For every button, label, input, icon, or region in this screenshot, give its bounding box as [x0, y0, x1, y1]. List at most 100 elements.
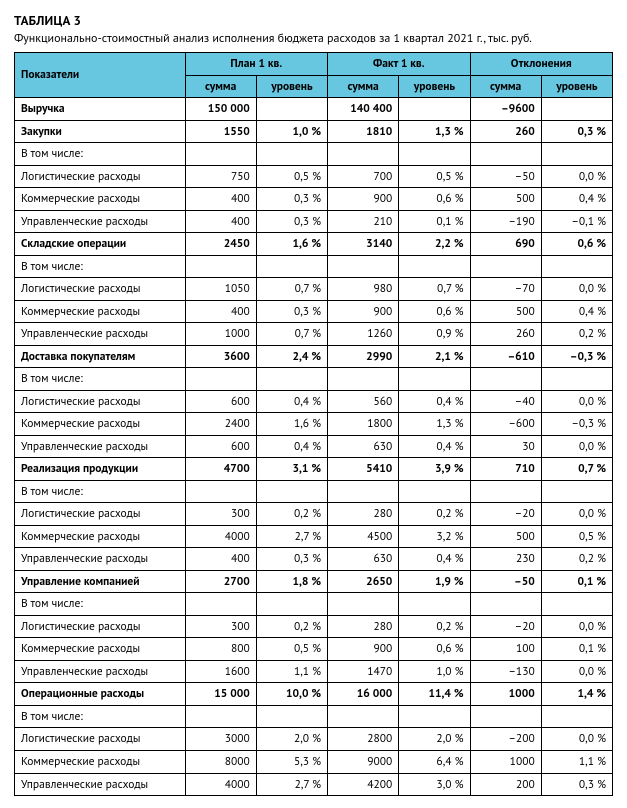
cell-plan_lvl: 0,4 % [256, 390, 327, 413]
cell-fact_sum [328, 705, 399, 728]
budget-table: Показатели План 1 кв. Факт 1 кв. Отклоне… [14, 52, 613, 796]
table-row: Коммерческие расходы80005,3 %90006,4 %10… [15, 750, 613, 773]
table-row: Логистические расходы3000,2 %2800,2 %–20… [15, 615, 613, 638]
table-row: Выручка150 000140 400–9600 [15, 98, 613, 121]
cell-dev_sum: 260 [470, 323, 541, 346]
cell-dev_lvl: 0,5 % [541, 525, 612, 548]
cell-fact_sum: 16 000 [328, 683, 399, 706]
cell-dev_sum [470, 705, 541, 728]
cell-plan_sum: 1000 [185, 323, 256, 346]
cell-fact_lvl: 3,0 % [399, 773, 470, 796]
cell-plan_sum: 400 [185, 210, 256, 233]
cell-plan_sum: 8000 [185, 750, 256, 773]
cell-label: Коммерческие расходы [15, 188, 186, 211]
cell-plan_lvl [256, 255, 327, 278]
cell-fact_sum: 4500 [328, 525, 399, 548]
cell-label: Коммерческие расходы [15, 300, 186, 323]
cell-fact_sum: 900 [328, 188, 399, 211]
col-sub-dev-lvl: уровень [541, 75, 612, 98]
cell-dev_lvl: 1,4 % [541, 683, 612, 706]
cell-dev_sum: 710 [470, 458, 541, 481]
cell-plan_lvl: 2,7 % [256, 525, 327, 548]
cell-fact_lvl [399, 368, 470, 391]
cell-dev_sum: –190 [470, 210, 541, 233]
cell-dev_lvl [541, 143, 612, 166]
cell-dev_lvl: 0,4 % [541, 300, 612, 323]
cell-label: В том числе: [15, 255, 186, 278]
cell-dev_lvl [541, 368, 612, 391]
cell-dev_sum: –50 [470, 165, 541, 188]
cell-label: Доставка покупателям [15, 345, 186, 368]
cell-plan_lvl: 10,0 % [256, 683, 327, 706]
cell-dev_lvl: 0,0 % [541, 660, 612, 683]
cell-plan_lvl: 1,0 % [256, 120, 327, 143]
table-row: Управление компанией27001,8 %26501,9 %–5… [15, 570, 613, 593]
cell-dev_sum: 260 [470, 120, 541, 143]
cell-label: Логистические расходы [15, 390, 186, 413]
col-sub-dev-sum: сумма [470, 75, 541, 98]
cell-fact_lvl: 0,6 % [399, 638, 470, 661]
table-row: Складские операции24501,6 %31402,2 %6900… [15, 233, 613, 256]
cell-dev_lvl: 1,1 % [541, 750, 612, 773]
table-row: В том числе: [15, 143, 613, 166]
cell-fact_sum: 4200 [328, 773, 399, 796]
table-row: Реализация продукции47003,1 %54103,9 %71… [15, 458, 613, 481]
cell-dev_lvl [541, 255, 612, 278]
cell-label: Логистические расходы [15, 165, 186, 188]
cell-fact_lvl [399, 255, 470, 278]
cell-plan_lvl: 0,3 % [256, 548, 327, 571]
cell-plan_sum: 1050 [185, 278, 256, 301]
cell-fact_lvl: 1,3 % [399, 413, 470, 436]
table-row: Логистические расходы7500,5 %7000,5 %–50… [15, 165, 613, 188]
cell-plan_sum: 400 [185, 188, 256, 211]
cell-dev_lvl: –0,3 % [541, 413, 612, 436]
table-row: Коммерческие расходы8000,5 %9000,6 %1000… [15, 638, 613, 661]
cell-fact_lvl: 0,5 % [399, 165, 470, 188]
cell-dev_sum: 1000 [470, 683, 541, 706]
cell-dev_sum: –130 [470, 660, 541, 683]
cell-fact_sum: 3140 [328, 233, 399, 256]
cell-fact_sum: 700 [328, 165, 399, 188]
cell-label: В том числе: [15, 593, 186, 616]
cell-fact_sum: 140 400 [328, 98, 399, 121]
cell-plan_lvl [256, 705, 327, 728]
cell-fact_sum [328, 480, 399, 503]
cell-fact_lvl: 1,0 % [399, 660, 470, 683]
table-row: В том числе: [15, 255, 613, 278]
cell-plan_sum: 2450 [185, 233, 256, 256]
table-row: Операционные расходы15 00010,0 %16 00011… [15, 683, 613, 706]
cell-dev_sum [470, 143, 541, 166]
cell-plan_sum [185, 143, 256, 166]
cell-label: Управленческие расходы [15, 210, 186, 233]
cell-plan_lvl: 0,4 % [256, 435, 327, 458]
cell-plan_sum: 300 [185, 503, 256, 526]
cell-label: Выручка [15, 98, 186, 121]
cell-fact_sum [328, 368, 399, 391]
cell-plan_lvl: 5,3 % [256, 750, 327, 773]
cell-dev_lvl: 0,0 % [541, 728, 612, 751]
cell-plan_sum: 600 [185, 435, 256, 458]
cell-plan_sum: 15 000 [185, 683, 256, 706]
cell-label: Операционные расходы [15, 683, 186, 706]
cell-fact_lvl: 0,2 % [399, 503, 470, 526]
cell-fact_lvl: 0,4 % [399, 435, 470, 458]
cell-plan_lvl: 2,4 % [256, 345, 327, 368]
cell-dev_sum: –610 [470, 345, 541, 368]
cell-dev_lvl: 0,0 % [541, 503, 612, 526]
cell-fact_lvl: 0,7 % [399, 278, 470, 301]
table-row: В том числе: [15, 705, 613, 728]
cell-label: Управленческие расходы [15, 323, 186, 346]
cell-dev_sum: –200 [470, 728, 541, 751]
cell-dev_lvl: –0,1 % [541, 210, 612, 233]
cell-plan_lvl: 0,3 % [256, 300, 327, 323]
cell-plan_sum: 2400 [185, 413, 256, 436]
cell-plan_lvl: 0,2 % [256, 615, 327, 638]
cell-fact_lvl: 0,2 % [399, 615, 470, 638]
cell-fact_sum: 9000 [328, 750, 399, 773]
cell-plan_lvl: 0,2 % [256, 503, 327, 526]
cell-fact_lvl: 11,4 % [399, 683, 470, 706]
cell-dev_sum: 230 [470, 548, 541, 571]
table-row: Управленческие расходы6000,4 %6300,4 %30… [15, 435, 613, 458]
cell-plan_sum: 3600 [185, 345, 256, 368]
cell-label: Логистические расходы [15, 278, 186, 301]
